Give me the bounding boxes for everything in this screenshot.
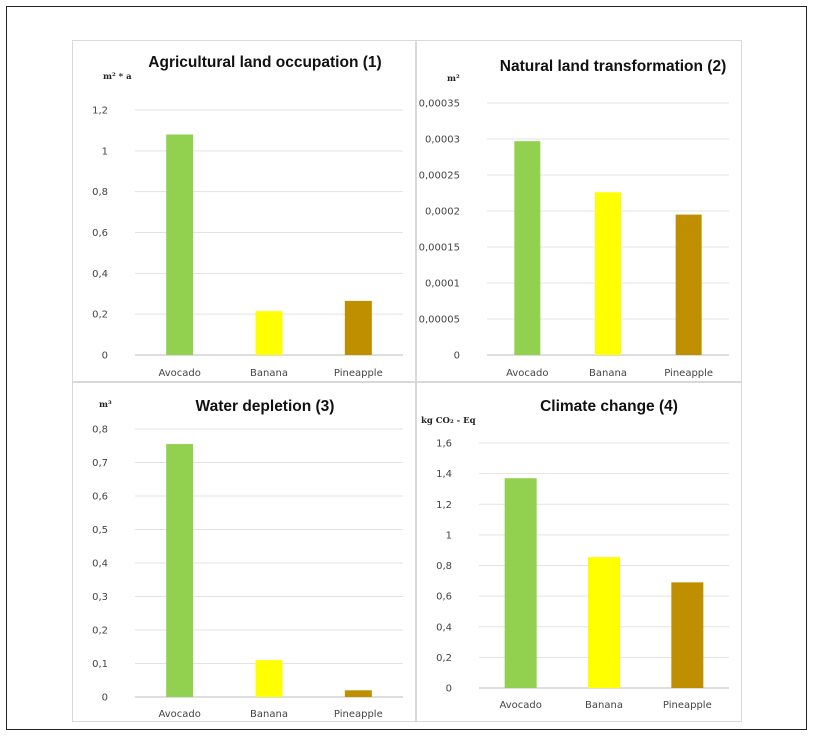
bar-banana <box>255 311 283 355</box>
y-tick-label: 0,5 <box>92 525 108 536</box>
y-tick-label: 0,7 <box>92 458 108 469</box>
y-tick-label: 1,2 <box>436 500 452 511</box>
y-tick-label: 0,8 <box>436 561 452 572</box>
x-category-label: Avocado <box>158 709 200 720</box>
y-tick-label: 0,4 <box>436 622 452 633</box>
y-tick-label: 0 <box>102 351 108 362</box>
y-tick-label: 0,6 <box>436 592 452 603</box>
bar-pineapple <box>344 690 372 697</box>
y-tick-label: 1,4 <box>436 469 452 480</box>
chart-panel-agricultural-land-occupation: Agricultural land occupation (1) m² * a 0 0… <box>72 40 416 382</box>
y-tick-label: 0,00005 <box>419 315 460 326</box>
x-category-label: Banana <box>250 368 288 379</box>
y-tick-label: 1 <box>446 530 452 541</box>
y-tick-label: 0,00025 <box>419 171 460 182</box>
x-category-label: Pineapple <box>334 709 383 720</box>
chart-title: Natural land transformation (2) <box>500 58 727 75</box>
y-tick-label: 0 <box>446 684 452 695</box>
y-tick-label: 0,3 <box>92 592 108 603</box>
y-tick-label: 0,6 <box>92 492 108 503</box>
y-tick-label: 0,4 <box>92 559 108 570</box>
x-category-label: Banana <box>585 700 623 711</box>
x-category-label: Pineapple <box>664 368 713 379</box>
y-tick-label: 0,0002 <box>425 207 460 218</box>
y-tick-label: 1,6 <box>436 439 452 450</box>
x-category-label: Banana <box>250 709 288 720</box>
x-category-label: Avocado <box>499 700 541 711</box>
chart-panel-climate-change: Climate change (4) kg CO₂ - Eq 0 0,2 0,4 0,6 0… <box>416 382 742 722</box>
x-category-label: Pineapple <box>663 700 712 711</box>
y-axis-unit: kg CO₂ - Eq <box>421 416 476 426</box>
bar-pineapple <box>344 300 372 355</box>
y-tick-label: 0 <box>454 351 460 362</box>
x-category-label: Avocado <box>158 368 200 379</box>
x-category-label: Avocado <box>506 368 548 379</box>
y-tick-label: 0,6 <box>92 228 108 239</box>
bar-pineapple <box>671 582 704 688</box>
figure-frame <box>6 6 807 730</box>
y-axis-unit: m² <box>447 74 460 84</box>
chart-svg: Natural land transformation (2) m² 0 0,0000… <box>419 58 729 379</box>
y-tick-label: 0,4 <box>92 269 108 280</box>
bar-pineapple <box>675 214 702 355</box>
chart-title: Climate change (4) <box>540 398 678 415</box>
y-tick-label: 0,0001 <box>425 279 460 290</box>
y-tick-label: 0,2 <box>92 310 108 321</box>
chart-svg: Agricultural land occupation (1) m² * a 0 0… <box>92 54 403 379</box>
y-tick-label: 1 <box>102 146 108 157</box>
chart-svg: Water depletion (3) m³ 0 0,1 0,2 0,3 0,4 0,5 0,6… <box>92 398 403 720</box>
bar-avocado <box>166 444 194 697</box>
y-tick-label: 0 <box>102 693 108 704</box>
chart-panel-natural-land-transformation: Natural land transformation (2) m² 0 0,0000… <box>416 40 742 382</box>
x-category-label: Pineapple <box>334 368 383 379</box>
bar-avocado <box>504 478 537 688</box>
y-tick-label: 0,00015 <box>419 243 460 254</box>
bar-avocado <box>514 141 541 355</box>
bar-banana <box>595 192 621 355</box>
y-tick-label: 0,8 <box>92 425 108 436</box>
y-tick-label: 0,00035 <box>419 99 460 110</box>
chart-svg: Climate change (4) kg CO₂ - Eq 0 0,2 0,4 0,6 0… <box>421 398 729 711</box>
chart-panel-water-depletion: Water depletion (3) m³ 0 0,1 0,2 0,3 0,4 0,5 0,6… <box>72 382 416 722</box>
bar-banana <box>588 557 620 688</box>
y-tick-label: 1,2 <box>92 106 108 117</box>
y-axis-unit: m³ <box>99 400 112 410</box>
chart-title: Water depletion (3) <box>196 398 335 415</box>
y-tick-label: 0,1 <box>92 659 108 670</box>
bar-banana <box>255 660 283 697</box>
y-tick-label: 0,2 <box>92 626 108 637</box>
y-axis-unit: m² * a <box>103 72 132 82</box>
chart-title: Agricultural land occupation (1) <box>148 54 381 71</box>
y-tick-label: 0,2 <box>436 653 452 664</box>
x-category-label: Banana <box>589 368 627 379</box>
y-tick-label: 0,8 <box>92 187 108 198</box>
bar-avocado <box>166 134 194 355</box>
y-tick-label: 0,0003 <box>425 135 460 146</box>
